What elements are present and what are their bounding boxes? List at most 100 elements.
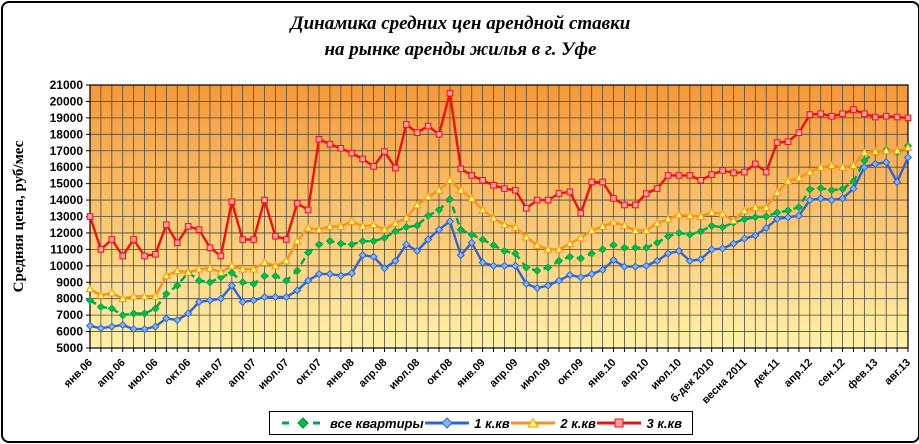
y-tick-label: 19000 xyxy=(50,111,84,125)
data-point-marker xyxy=(260,257,269,266)
y-tick-label: 18000 xyxy=(50,127,84,141)
data-point-marker xyxy=(118,320,127,330)
data-point-marker xyxy=(325,269,335,279)
data-point-marker xyxy=(336,221,346,230)
x-tick-label: дек.11 xyxy=(750,357,782,389)
data-point-marker xyxy=(510,222,520,231)
data-point-marker xyxy=(249,279,258,289)
data-point-marker xyxy=(740,234,749,243)
data-point-marker xyxy=(565,238,575,248)
chart-title-line1: Динамика средних цен арендной ставки xyxy=(290,13,631,34)
data-point-marker xyxy=(272,232,279,240)
data-point-marker xyxy=(130,236,137,243)
data-point-marker xyxy=(609,217,618,226)
data-point-marker xyxy=(304,206,312,214)
data-point-marker xyxy=(543,244,553,253)
data-point-marker xyxy=(773,214,782,224)
data-point-marker xyxy=(456,251,465,260)
x-tick-label: окт.06 xyxy=(162,357,193,388)
data-point-marker xyxy=(184,309,193,318)
data-point-marker xyxy=(173,281,182,290)
data-point-marker xyxy=(707,245,716,254)
data-point-marker xyxy=(118,311,127,320)
data-point-marker xyxy=(282,276,291,285)
y-tick-label: 17000 xyxy=(50,144,84,158)
data-point-marker xyxy=(860,163,869,172)
data-point-marker xyxy=(719,167,726,174)
data-point-marker xyxy=(685,230,694,239)
data-point-marker xyxy=(783,176,793,185)
data-point-marker xyxy=(358,221,368,230)
data-point-marker xyxy=(402,240,411,249)
data-point-marker xyxy=(478,235,487,244)
data-point-marker xyxy=(501,185,508,192)
data-point-marker xyxy=(729,239,738,248)
data-point-marker xyxy=(903,153,913,162)
series-line xyxy=(88,91,909,258)
blue-line-diamond-sample-icon xyxy=(425,417,470,429)
y-tick-label: 14000 xyxy=(50,193,84,207)
data-point-marker xyxy=(784,138,792,146)
data-point-marker xyxy=(249,264,259,273)
y-tick-label: 16000 xyxy=(50,160,84,174)
data-point-marker xyxy=(97,246,105,253)
data-point-marker xyxy=(740,215,749,224)
data-point-marker xyxy=(708,171,715,178)
data-point-marker xyxy=(838,162,848,171)
chart-legend: все квартиры 1 к.кв 2 к.кв 3 к.кв xyxy=(269,411,693,435)
data-point-marker xyxy=(490,181,497,189)
series-1-1kkv xyxy=(85,153,913,334)
data-point-marker xyxy=(85,321,95,330)
data-point-marker xyxy=(729,215,738,225)
data-point-marker xyxy=(861,110,868,118)
data-point-marker xyxy=(194,297,204,307)
data-point-marker xyxy=(151,304,160,313)
y-axis-title: Средняя цена, руб/мес xyxy=(11,140,27,292)
data-point-marker xyxy=(347,269,356,278)
data-point-marker xyxy=(140,309,149,318)
data-point-marker xyxy=(195,226,203,233)
data-point-marker xyxy=(281,256,291,265)
data-point-marker xyxy=(882,112,890,120)
data-point-marker xyxy=(816,183,825,193)
data-point-marker xyxy=(151,322,160,331)
data-point-marker xyxy=(859,147,869,156)
y-tick-label: 7000 xyxy=(56,308,83,322)
data-point-marker xyxy=(554,244,564,253)
data-point-marker xyxy=(326,140,334,148)
data-point-marker xyxy=(434,185,444,194)
data-point-marker xyxy=(434,225,444,234)
series-line xyxy=(89,156,910,331)
data-point-marker xyxy=(96,302,106,312)
data-point-marker xyxy=(370,163,377,170)
data-point-marker xyxy=(434,205,444,215)
data-point-marker xyxy=(631,243,640,252)
data-point-marker xyxy=(587,249,596,258)
data-point-marker xyxy=(107,304,116,313)
data-point-marker xyxy=(881,146,891,155)
data-point-marker xyxy=(489,213,498,222)
data-point-marker xyxy=(150,291,160,300)
data-point-marker xyxy=(227,261,237,270)
y-axis: 5000 6000 7000 8000 9000 10000 11000 12000 13000… xyxy=(50,78,90,355)
data-point-marker xyxy=(445,217,455,226)
data-point-marker xyxy=(238,297,247,307)
data-point-marker xyxy=(380,233,389,242)
data-point-marker xyxy=(795,129,803,136)
data-point-marker xyxy=(479,177,486,184)
data-point-marker xyxy=(478,258,487,267)
data-point-marker xyxy=(653,185,661,192)
data-point-marker xyxy=(642,190,650,197)
data-point-marker xyxy=(817,110,825,118)
data-point-marker xyxy=(358,251,367,260)
data-point-marker xyxy=(587,269,596,279)
data-point-marker xyxy=(663,249,673,258)
data-point-marker xyxy=(423,235,433,244)
data-point-marker xyxy=(543,263,553,272)
data-point-marker xyxy=(772,188,782,197)
data-point-marker xyxy=(663,214,673,223)
data-point-marker xyxy=(260,271,269,281)
data-point-marker xyxy=(741,168,748,176)
chart-title: Динамика средних цен арендной ставки на … xyxy=(3,11,918,63)
